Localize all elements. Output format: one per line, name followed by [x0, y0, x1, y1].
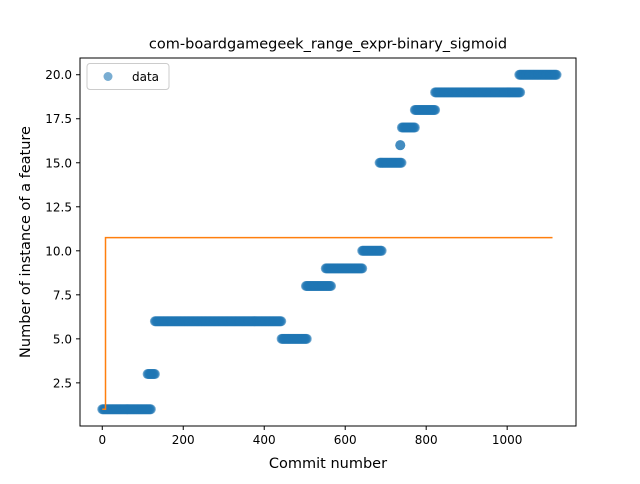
data-point	[430, 104, 441, 115]
data-point	[326, 281, 337, 292]
x-tick-label: 400	[253, 433, 276, 447]
y-tick-label: 10.0	[45, 244, 72, 258]
legend-label-data: data	[132, 70, 159, 84]
data-point	[145, 404, 156, 415]
y-tick-label: 7.5	[53, 288, 72, 302]
y-tick-label: 15.0	[45, 156, 72, 170]
legend-marker-data	[103, 72, 113, 81]
x-tick-label: 0	[98, 433, 106, 447]
y-tick-label: 5.0	[53, 332, 72, 346]
data-point	[149, 369, 160, 380]
data-point	[376, 245, 387, 256]
x-tick-label: 800	[415, 433, 438, 447]
y-tick-label: 20.0	[45, 68, 72, 82]
data-point	[301, 333, 312, 344]
legend-box	[86, 63, 170, 90]
y-axis-label: Number of instance of a feature	[18, 126, 34, 358]
axes-frame	[79, 57, 577, 427]
x-tick-label: 600	[334, 433, 357, 447]
legend: data	[86, 63, 170, 90]
series-fit-line	[102, 236, 553, 411]
y-tick-label: 12.5	[45, 200, 72, 214]
axes-layer: 0 200 400 600 800 1000 2.5 5.0 7.5 10.0 12.5 15.0 17…	[45, 57, 577, 447]
data-point	[396, 157, 407, 168]
data-point	[515, 87, 526, 98]
data-point	[395, 140, 406, 151]
series-data	[97, 69, 562, 415]
data-point	[276, 316, 287, 327]
data-point	[357, 263, 368, 274]
x-tick-label: 1000	[492, 433, 523, 447]
chart-title: com-boardgamegeek_range_expr-binary_sigm…	[149, 37, 507, 53]
data-point	[551, 69, 562, 80]
plot-marks	[97, 69, 562, 415]
y-tick-label: 2.5	[53, 376, 72, 390]
y-tick-label: 17.5	[45, 112, 72, 126]
x-axis-label: Commit number	[269, 456, 387, 472]
data-point	[409, 122, 420, 133]
x-tick-label: 200	[172, 433, 195, 447]
plot-layer	[97, 69, 562, 415]
